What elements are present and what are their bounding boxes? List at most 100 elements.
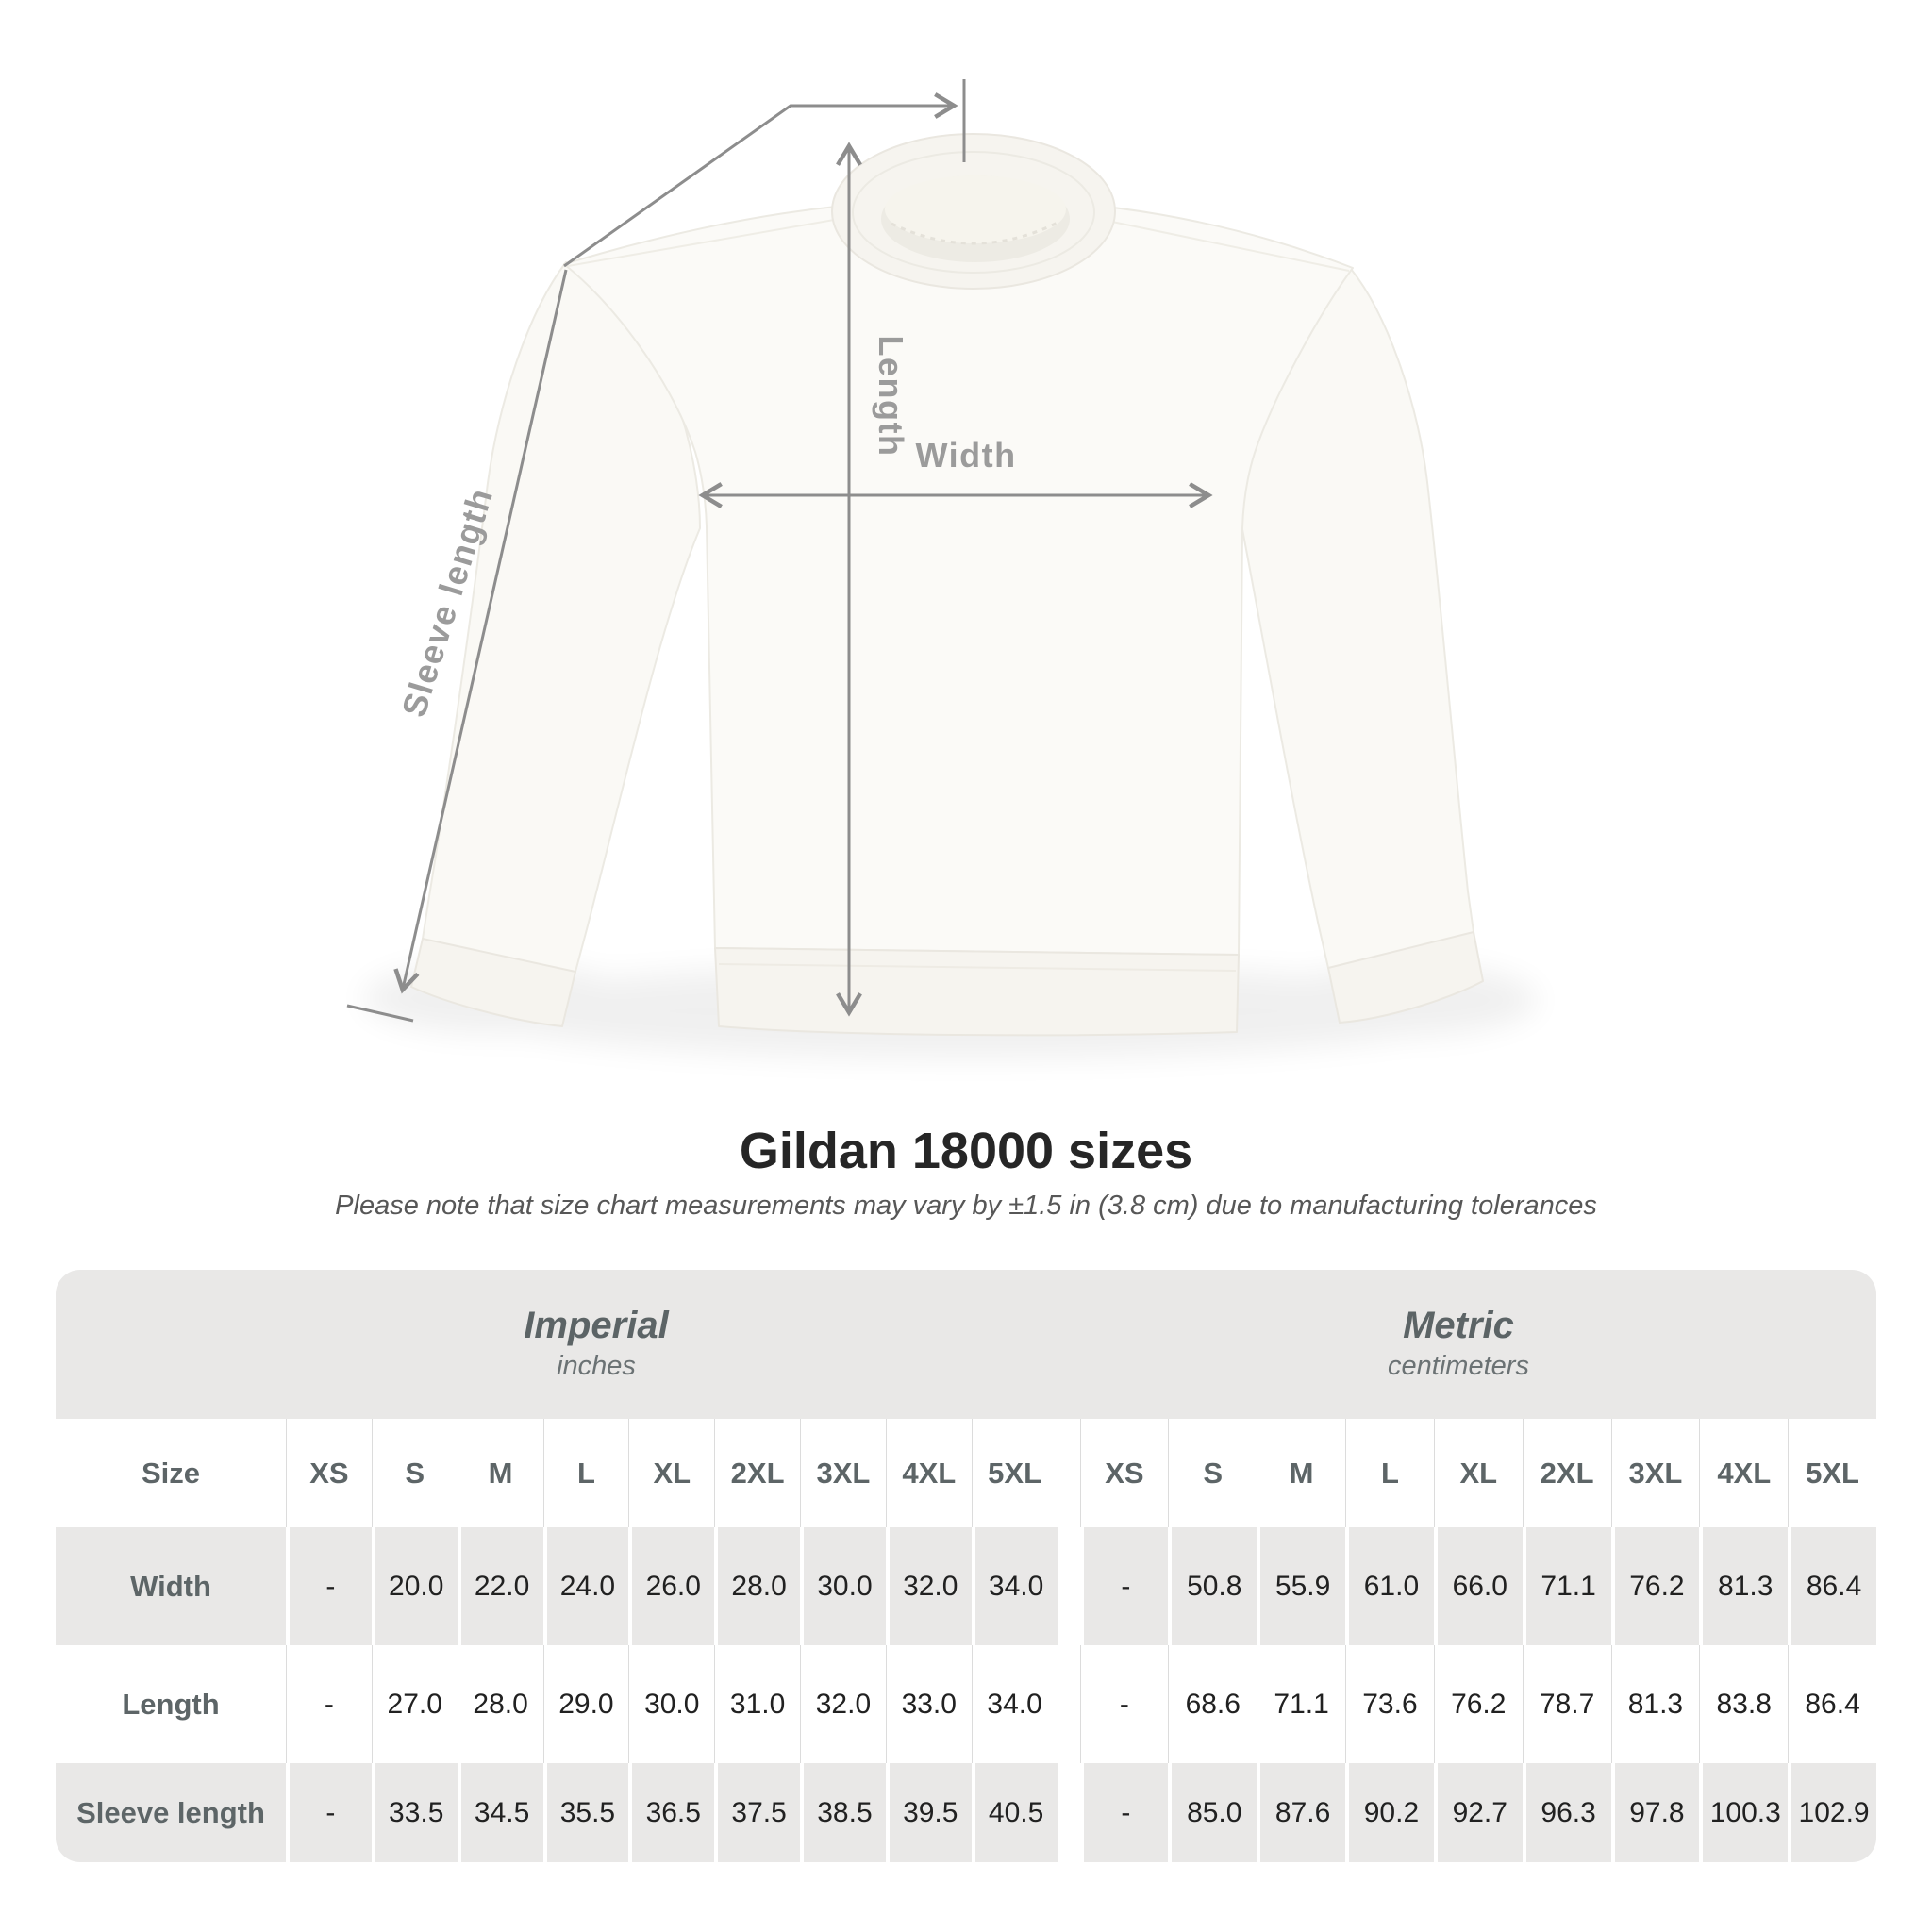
imperial-label: Imperial [524, 1305, 669, 1346]
column-divider [1057, 1645, 1080, 1763]
width-measure-label: Width [915, 436, 1016, 475]
size-header-cell: 2XL [1522, 1419, 1611, 1527]
value-cell: 27.0 [371, 1645, 458, 1763]
value-cell: 38.5 [800, 1763, 886, 1862]
value-cell: - [286, 1527, 372, 1645]
value-cell: 28.0 [714, 1527, 801, 1645]
size-header-cell: 3XL [800, 1419, 886, 1527]
neck-reference-line [563, 92, 958, 268]
value-cell: 50.8 [1168, 1527, 1257, 1645]
imperial-unit-label: inches [557, 1351, 636, 1381]
sweatshirt-illustration [410, 133, 1484, 1037]
value-cell: 85.0 [1168, 1763, 1257, 1862]
value-cell: 26.0 [628, 1527, 715, 1645]
table-row: Length -27.0 28.0 29.0 30.0 31.0 32.0 33.0 34.0-… [56, 1645, 1876, 1763]
value-cell: 76.2 [1433, 1645, 1523, 1763]
value-cell: 76.2 [1610, 1527, 1700, 1645]
row-label: Sleeve length [56, 1763, 286, 1862]
value-cell: 81.3 [1610, 1645, 1700, 1763]
table-row: Width -20.0 22.0 24.0 26.0 28.0 30.0 32.0 34.0-5… [56, 1527, 1876, 1645]
value-cell: 68.6 [1168, 1645, 1257, 1763]
value-cell: 33.5 [371, 1763, 458, 1862]
value-cell: 102.9 [1788, 1763, 1876, 1862]
imperial-unit-group: Imperial inches [524, 1304, 668, 1385]
value-cell: 71.1 [1257, 1645, 1345, 1763]
value-cell: 28.0 [457, 1645, 543, 1763]
metric-unit-label: centimeters [1388, 1351, 1529, 1381]
value-cell: 40.5 [971, 1763, 1058, 1862]
size-header-cell: XL [1433, 1419, 1523, 1527]
size-header-cell: 5XL [1788, 1419, 1876, 1527]
value-cell: 100.3 [1699, 1763, 1789, 1862]
value-cell: 36.5 [628, 1763, 715, 1862]
value-cell: 37.5 [714, 1763, 801, 1862]
value-cell: 97.8 [1610, 1763, 1700, 1862]
value-cell: 32.0 [800, 1645, 886, 1763]
sweatshirt-measurement-diagram: Length Width Sleeve length [346, 79, 1538, 1058]
column-divider [1057, 1527, 1080, 1645]
tolerance-note: Please note that size chart measurements… [335, 1191, 1597, 1221]
column-divider [1057, 1419, 1080, 1527]
row-label: Length [122, 1687, 220, 1721]
value-cell: 92.7 [1433, 1763, 1523, 1862]
table-row: Sleeve length -33.5 34.5 35.5 36.5 37.5 38.5 39… [56, 1763, 1876, 1862]
value-cell: 81.3 [1699, 1527, 1789, 1645]
size-header-cell: S [371, 1419, 458, 1527]
value-cell: 39.5 [885, 1763, 972, 1862]
size-header-cell: XS [1079, 1419, 1169, 1527]
size-header-cell: S [1168, 1419, 1257, 1527]
value-cell: 83.8 [1699, 1645, 1788, 1763]
value-cell: 86.4 [1788, 1645, 1876, 1763]
value-cell: 73.6 [1345, 1645, 1434, 1763]
page-title: Gildan 18000 sizes [739, 1123, 1193, 1179]
value-cell: - [286, 1645, 372, 1763]
size-header-cell: XL [628, 1419, 714, 1527]
unit-groups-band: Imperial inches Metric centimeters [56, 1270, 1876, 1419]
value-cell: 96.3 [1522, 1763, 1611, 1862]
value-cell: - [1079, 1645, 1169, 1763]
value-cell: 35.5 [542, 1763, 629, 1862]
sleeve-length-tick [346, 1004, 414, 1023]
value-cell: 30.0 [628, 1645, 714, 1763]
measurement-lines [346, 79, 1213, 1023]
value-cell: 66.0 [1433, 1527, 1523, 1645]
value-cell: - [286, 1763, 372, 1862]
value-cell: 24.0 [542, 1527, 629, 1645]
size-header-cell: 3XL [1610, 1419, 1700, 1527]
size-header-cell: L [1345, 1419, 1434, 1527]
value-cell: 30.0 [800, 1527, 886, 1645]
sizes-header-row: Size XS S M L XL 2XL 3XL 4XL 5XL XS S M L XL 2XL 3XL 4XL 5… [56, 1419, 1876, 1527]
sleeve-length-arrow [393, 269, 568, 994]
value-cell: 78.7 [1522, 1645, 1611, 1763]
metric-label: Metric [1403, 1305, 1514, 1346]
size-header-cell: M [457, 1419, 543, 1527]
value-cell: - [1079, 1527, 1169, 1645]
size-header-cell: 4XL [1699, 1419, 1788, 1527]
row-label: Width [56, 1527, 286, 1645]
sweatshirt-diagram-svg: Length Width Sleeve length [346, 79, 1538, 1058]
size-header-cell: 5XL [971, 1419, 1058, 1527]
size-table: Imperial inches Metric centimeters Size X… [56, 1270, 1876, 1862]
value-cell: - [1079, 1763, 1169, 1862]
value-cell: 34.0 [971, 1527, 1058, 1645]
size-header-cell: XS [286, 1419, 372, 1527]
size-header-cell: 2XL [714, 1419, 800, 1527]
value-cell: 20.0 [371, 1527, 458, 1645]
value-cell: 34.0 [971, 1645, 1058, 1763]
value-cell: 31.0 [714, 1645, 800, 1763]
value-cell: 55.9 [1257, 1527, 1346, 1645]
value-cell: 86.4 [1788, 1527, 1876, 1645]
column-divider [1057, 1763, 1080, 1862]
metric-unit-group: Metric centimeters [1388, 1304, 1529, 1385]
value-cell: 33.0 [885, 1645, 972, 1763]
value-cell: 34.5 [457, 1763, 543, 1862]
value-cell: 87.6 [1257, 1763, 1346, 1862]
value-cell: 61.0 [1345, 1527, 1434, 1645]
value-cell: 29.0 [542, 1645, 629, 1763]
value-cell: 32.0 [885, 1527, 972, 1645]
value-cell: 71.1 [1522, 1527, 1611, 1645]
size-column-header: Size [141, 1456, 201, 1490]
size-header-cell: L [542, 1419, 629, 1527]
value-cell: 22.0 [457, 1527, 543, 1645]
value-cell: 90.2 [1345, 1763, 1434, 1862]
